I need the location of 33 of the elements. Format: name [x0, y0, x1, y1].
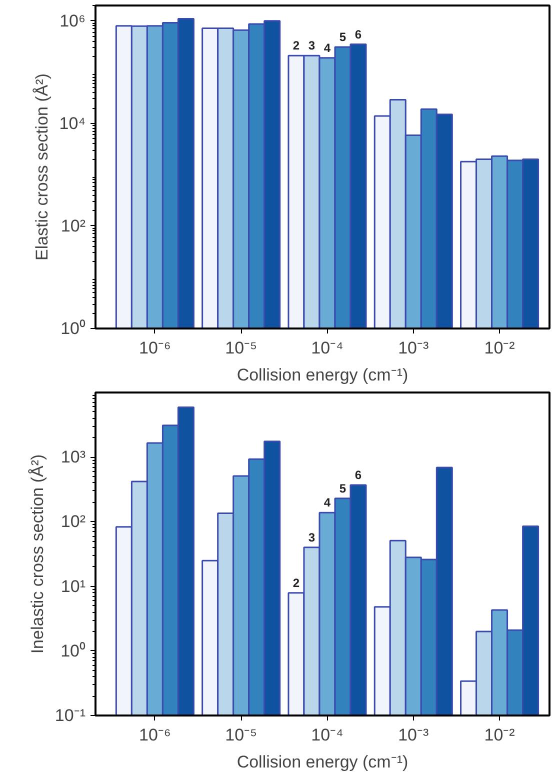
y-axis-title: Inelastic cross section (Å²) [28, 454, 47, 654]
series-label: 5 [339, 30, 346, 44]
series-label: 5 [339, 481, 346, 496]
series-label: 3 [308, 38, 316, 53]
series-label: 2 [292, 38, 300, 53]
y-tick-label: 10⁶ [60, 11, 86, 30]
x-tick-label: 10⁻⁴ [311, 338, 344, 358]
series-label: 2 [292, 576, 300, 590]
y-tick-label: 10⁻¹ [54, 706, 86, 725]
y-tick-label: 10³ [60, 448, 86, 467]
y-axis-title: Elastic cross section (Å²) [32, 73, 52, 261]
series-label: 6 [354, 27, 362, 42]
x-tick-label: 10⁻³ [398, 726, 430, 744]
x-axis-title: Collision energy (cm⁻¹) [236, 752, 408, 772]
x-tick-label: 10⁻⁶ [138, 726, 171, 744]
y-tick-label: 10⁰ [60, 319, 86, 338]
x-axis-title: Collision energy (cm⁻¹) [236, 366, 408, 384]
x-tick-label: 10⁻² [484, 338, 516, 358]
series-label: 6 [354, 468, 362, 482]
x-tick-label: 10⁻⁶ [138, 338, 171, 358]
y-tick-label: 10² [60, 216, 86, 236]
x-tick-label: 10⁻⁴ [311, 726, 344, 744]
series-label: 4 [324, 40, 331, 55]
y-tick-label: 10⁰ [60, 641, 86, 660]
y-tick-label: 10² [60, 512, 86, 532]
series-label: 4 [324, 496, 331, 510]
x-tick-label: 10⁻³ [398, 338, 430, 358]
y-tick-label: 10¹ [60, 576, 86, 596]
series-label: 3 [308, 530, 316, 544]
x-tick-label: 10⁻⁵ [225, 726, 258, 744]
x-tick-label: 10⁻⁵ [225, 338, 258, 358]
y-tick-label: 10⁴ [59, 114, 86, 133]
x-tick-label: 10⁻² [484, 726, 516, 744]
